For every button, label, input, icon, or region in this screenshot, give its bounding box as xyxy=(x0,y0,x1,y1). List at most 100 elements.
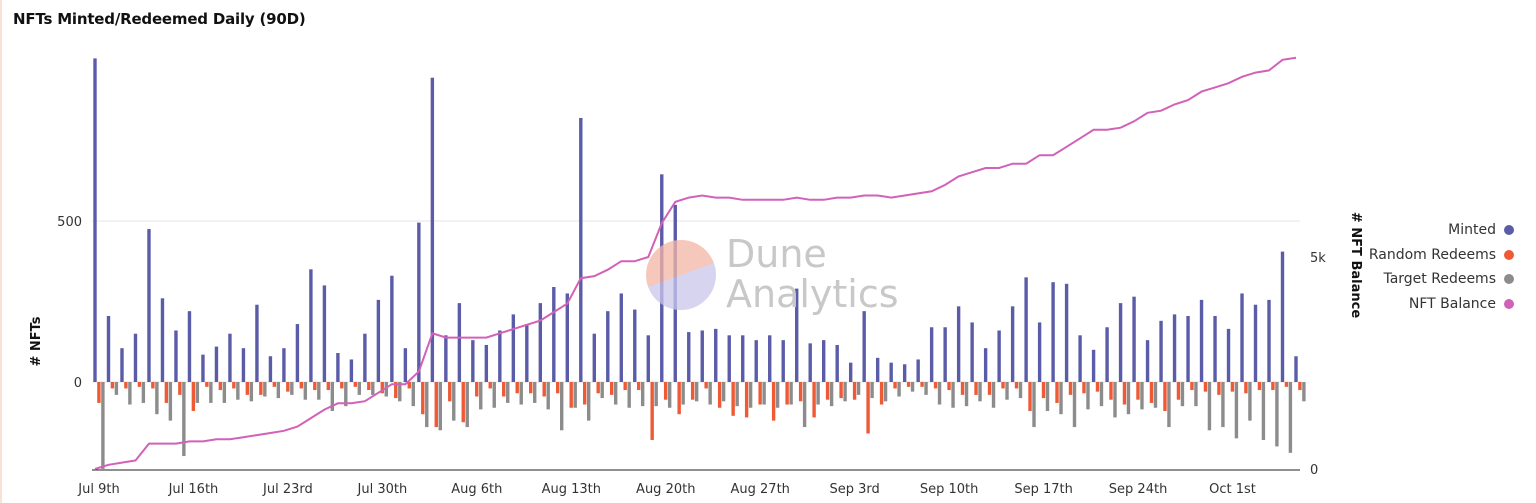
bar-minted xyxy=(1172,314,1177,382)
bar-target-redeems xyxy=(519,382,523,405)
bar-minted xyxy=(1294,356,1298,382)
bar-target-redeems xyxy=(870,382,874,399)
bar-target-redeems xyxy=(344,382,348,407)
bar-target-redeems xyxy=(667,382,672,408)
bar-target-redeems xyxy=(506,382,510,403)
bar-minted xyxy=(1145,340,1150,382)
bar-minted xyxy=(201,354,205,382)
x-tick-label: Jul 30th xyxy=(357,482,408,497)
bar-minted xyxy=(390,275,394,382)
bar-random-redeems xyxy=(839,382,843,399)
bar-minted xyxy=(1213,315,1217,382)
bar-target-redeems xyxy=(1194,382,1198,407)
bar-random-redeems xyxy=(717,382,722,408)
bar-minted xyxy=(106,315,111,382)
bar-target-redeems xyxy=(560,382,564,431)
dune-analytics-watermark: Dune Analytics xyxy=(646,234,936,320)
legend-label: Random Redeems xyxy=(1368,246,1496,263)
bar-target-redeems xyxy=(735,382,739,407)
bar-target-redeems xyxy=(357,382,361,395)
bar-random-redeems xyxy=(920,382,924,387)
legend-item-target-redeems[interactable]: Target Redeems xyxy=(1369,267,1514,292)
legend-item-random-redeems[interactable]: Random Redeems xyxy=(1369,243,1514,268)
bar-random-redeems xyxy=(1109,382,1113,400)
bar-random-redeems xyxy=(1082,382,1086,394)
bar-target-redeems xyxy=(1221,382,1225,428)
legend-item-nft-balance[interactable]: NFT Balance xyxy=(1369,292,1514,317)
bar-random-redeems xyxy=(110,382,115,389)
y-tick-label: 500 xyxy=(57,215,82,230)
bar-minted xyxy=(417,222,421,382)
bar-minted xyxy=(875,357,880,382)
bar-random-redeems xyxy=(569,382,573,408)
legend-dot-icon xyxy=(1504,298,1514,309)
bar-random-redeems xyxy=(1244,382,1248,394)
x-tick-label: Jul 16th xyxy=(168,482,219,497)
bar-target-redeems xyxy=(128,382,132,405)
y2-axis-title: # NFT Balance xyxy=(1348,212,1363,318)
bar-random-redeems xyxy=(812,382,816,418)
bar-target-redeems xyxy=(802,382,807,428)
bar-target-redeems xyxy=(371,382,375,395)
bar-minted xyxy=(309,269,313,382)
bar-target-redeems xyxy=(1248,382,1252,421)
bar-target-redeems xyxy=(452,382,456,421)
bar-target-redeems xyxy=(236,382,240,400)
bar-minted xyxy=(1064,283,1069,382)
bar-minted xyxy=(592,333,596,382)
bar-target-redeems xyxy=(654,382,658,407)
bar-random-redeems xyxy=(232,382,236,389)
x-tick-label: Aug 13th xyxy=(542,482,601,497)
legend-item-minted[interactable]: Minted xyxy=(1369,218,1514,243)
bar-random-redeems xyxy=(245,382,250,395)
bar-minted xyxy=(1024,277,1028,382)
bar-target-redeems xyxy=(1018,382,1023,399)
bar-minted xyxy=(1226,328,1231,382)
bar-minted xyxy=(983,348,988,382)
x-tick-label: Aug 6th xyxy=(451,482,502,497)
bar-target-redeems xyxy=(1072,382,1077,428)
bar-target-redeems xyxy=(586,382,591,421)
bar-minted xyxy=(295,324,300,382)
bar-target-redeems xyxy=(1207,382,1212,431)
bar-random-redeems xyxy=(1014,382,1019,389)
bar-minted xyxy=(255,304,259,382)
bar-random-redeems xyxy=(340,382,344,389)
x-tick-label: Jul 23rd xyxy=(262,482,313,497)
bar-minted xyxy=(538,303,543,382)
bar-minted xyxy=(646,335,650,382)
legend-dot-icon xyxy=(1504,274,1514,285)
bar-target-redeems xyxy=(1302,382,1306,402)
bar-target-redeems xyxy=(546,382,550,410)
bar-random-redeems xyxy=(758,382,762,405)
bar-minted xyxy=(241,348,246,382)
bar-minted xyxy=(1199,299,1204,382)
bar-minted xyxy=(1253,304,1258,382)
bar-random-redeems xyxy=(1190,382,1194,391)
bar-random-redeems xyxy=(1028,382,1032,411)
bar-minted xyxy=(430,77,435,383)
bar-random-redeems xyxy=(542,382,546,397)
bar-target-redeems xyxy=(694,382,699,402)
bar-target-redeems xyxy=(141,382,146,403)
bar-target-redeems xyxy=(640,382,645,407)
bar-random-redeems xyxy=(556,382,560,394)
bar-minted xyxy=(363,333,367,382)
bar-minted xyxy=(376,299,381,382)
bar-random-redeems xyxy=(394,382,398,399)
bar-minted xyxy=(471,340,475,382)
bar-target-redeems xyxy=(1234,382,1239,439)
bar-minted xyxy=(147,229,151,382)
bar-random-redeems xyxy=(178,382,182,395)
bar-target-redeems xyxy=(924,382,928,395)
bar-target-redeems xyxy=(168,382,173,421)
bar-minted xyxy=(889,362,893,382)
bar-random-redeems xyxy=(987,382,992,395)
bar-random-redeems xyxy=(798,382,803,402)
bar-minted xyxy=(768,335,772,382)
bar-target-redeems xyxy=(209,382,213,403)
bar-target-redeems xyxy=(492,382,496,408)
bar-target-redeems xyxy=(1032,382,1036,428)
dune-logo-icon xyxy=(646,240,716,310)
bar-random-redeems xyxy=(947,382,951,391)
